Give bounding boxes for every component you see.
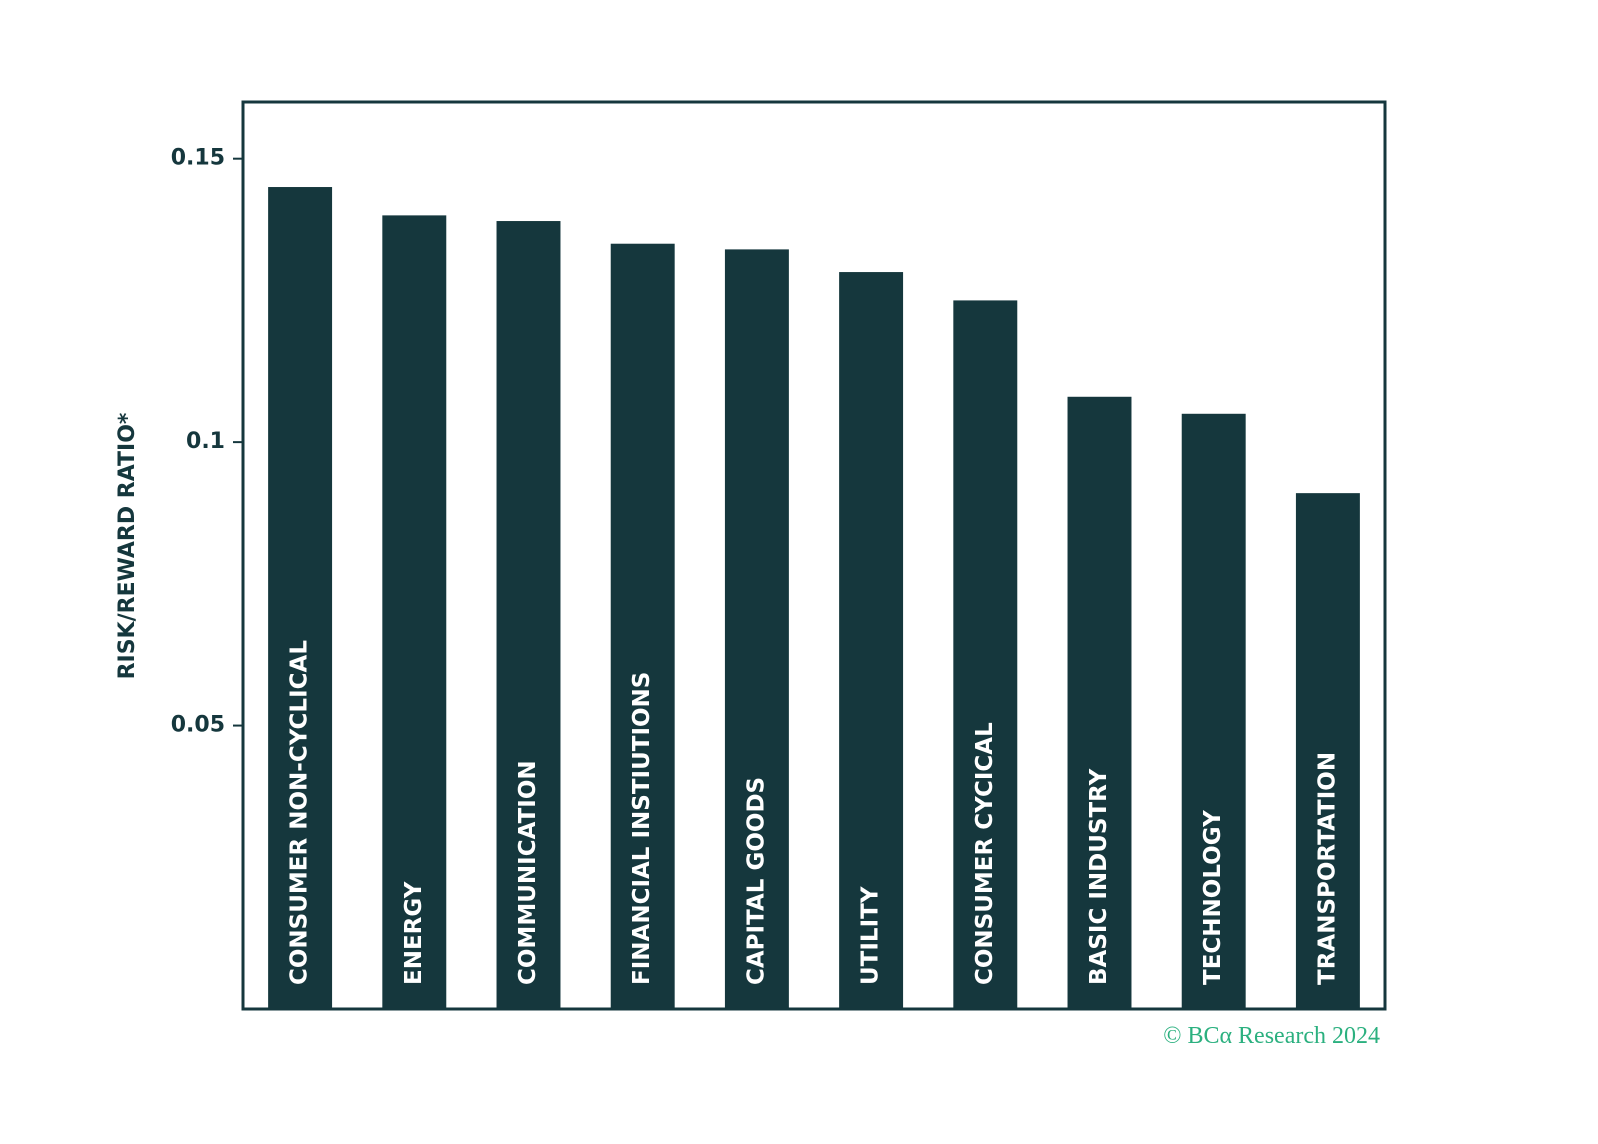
category-label: CONSUMER NON-CYCLICAL (287, 640, 313, 985)
y-tick-label: 0.15 (171, 146, 225, 171)
category-label: BASIC INDUSTRY (1086, 768, 1112, 985)
y-tick-label: 0.1 (186, 429, 225, 454)
category-label: FINANCIAL INSTIUTIONS (629, 672, 655, 985)
bar (1181, 413, 1246, 1009)
bar (610, 243, 675, 1009)
bar (839, 272, 904, 1009)
plot-frame (241, 100, 1387, 1011)
category-label: ENERGY (401, 881, 427, 985)
bar (496, 221, 561, 1009)
category-label: UTILITY (858, 886, 884, 985)
y-axis-title: RISK/REWARD RATIO* (115, 412, 140, 679)
category-label: COMMUNICATION (515, 760, 541, 985)
bar (268, 187, 333, 1009)
bar (1067, 396, 1132, 1009)
bar (953, 300, 1018, 1009)
category-label: CAPITAL GOODS (743, 777, 769, 985)
category-label: TECHNOLOGY (1200, 810, 1226, 985)
category-label: TRANSPORTATION (1314, 752, 1340, 985)
bar (1295, 493, 1360, 1009)
bar (724, 249, 789, 1009)
bar (382, 215, 447, 1009)
y-tick-label: 0.05 (171, 713, 225, 738)
category-label: CONSUMER CYCICAL (972, 722, 998, 985)
source-note: © BCα Research 2024 (1163, 1023, 1380, 1049)
